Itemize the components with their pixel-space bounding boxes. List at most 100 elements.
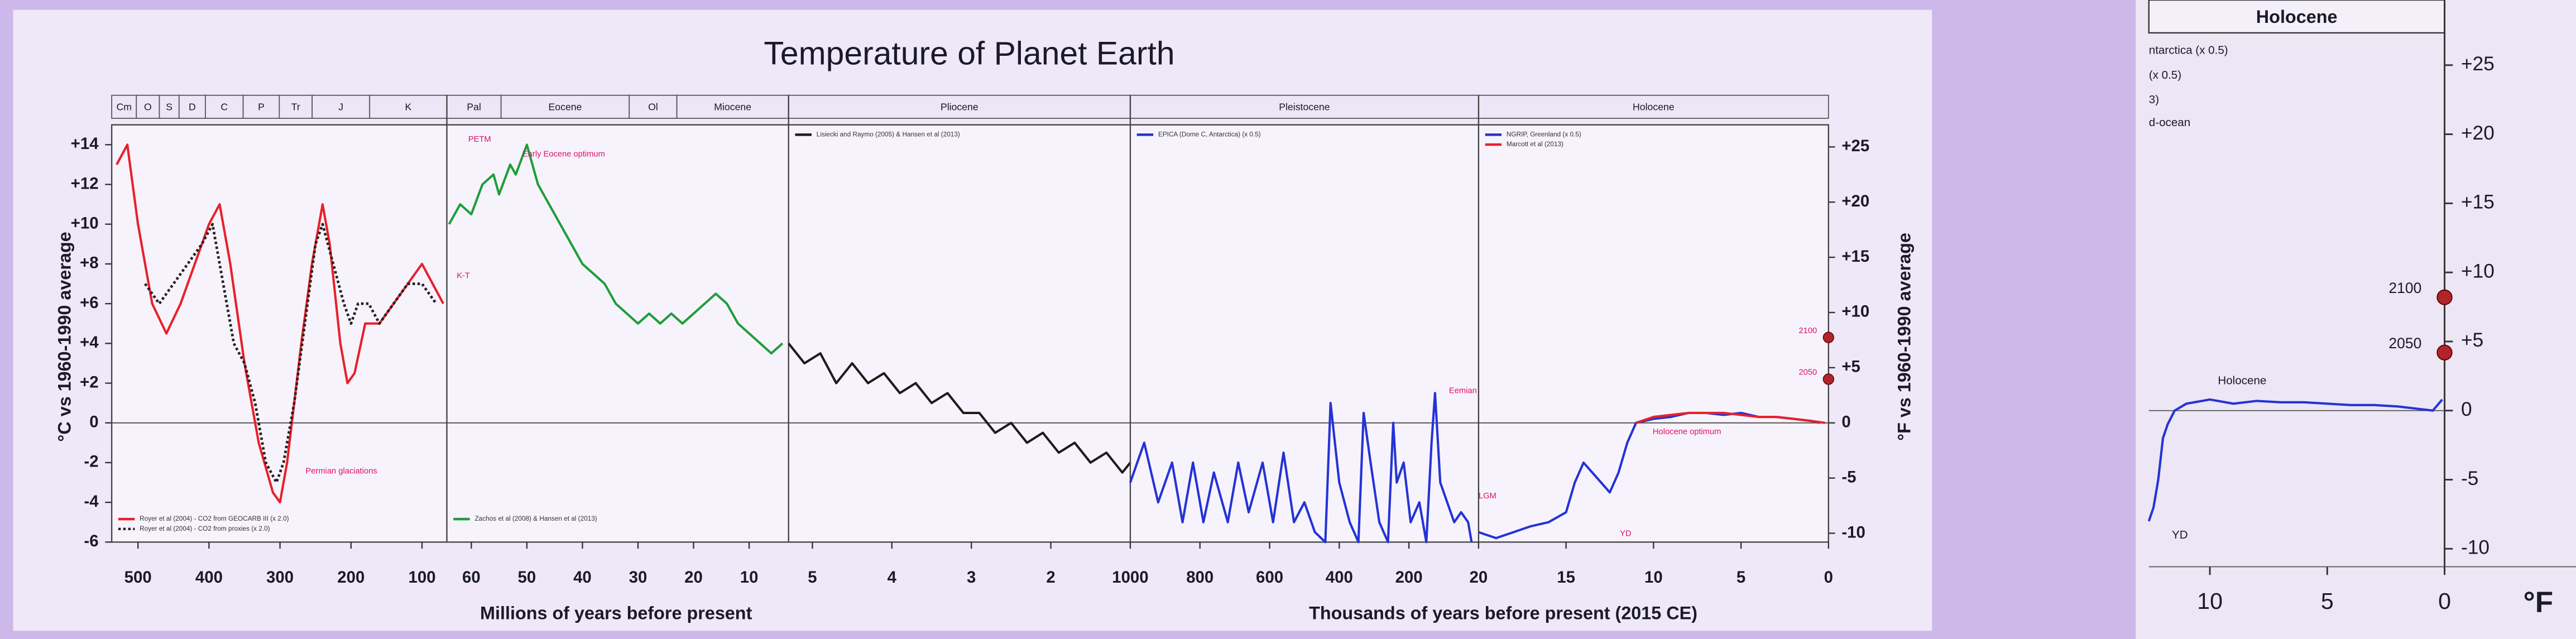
legend-fragment: 3) bbox=[2149, 93, 2159, 106]
projection-point bbox=[1822, 373, 1834, 385]
plot-area bbox=[111, 124, 1830, 543]
y-tick-label: +8 bbox=[80, 254, 99, 272]
y-axis-label: °C vs 1960-1990 average bbox=[54, 232, 74, 441]
x-tick-label: 600 bbox=[1256, 568, 1283, 587]
period-label: Holocene bbox=[1633, 101, 1675, 112]
projection-point bbox=[1822, 331, 1834, 343]
legend-label: Lisiecki and Raymo (2005) & Hansen et al… bbox=[817, 131, 960, 138]
x-tick-label: 5 bbox=[1736, 568, 1745, 587]
period-box bbox=[311, 94, 371, 119]
annotation: Eemian bbox=[1449, 386, 1477, 395]
period-box bbox=[1478, 94, 1829, 119]
x-tick-label: 5 bbox=[2321, 588, 2334, 614]
annotation: K-T bbox=[457, 271, 470, 280]
x-tick-label: 10 bbox=[740, 568, 759, 587]
period-label: S bbox=[166, 101, 172, 112]
x-tick-label: 500 bbox=[124, 568, 152, 587]
legend-fragment: (x 0.5) bbox=[2149, 69, 2181, 81]
period-label: Miocene bbox=[714, 101, 751, 112]
y2-tick-label: -5 bbox=[2461, 468, 2478, 489]
x-tick-label: 20 bbox=[1470, 568, 1488, 587]
x-tick-label: 800 bbox=[1186, 568, 1213, 587]
period-label: Ol bbox=[648, 101, 658, 112]
period-box bbox=[1130, 94, 1479, 119]
x-tick-label: 2 bbox=[1046, 568, 1055, 587]
period-label: D bbox=[189, 101, 196, 112]
annotation: YD bbox=[1620, 530, 1631, 539]
projection-label: 2050 bbox=[2388, 335, 2421, 352]
projection-label: 2050 bbox=[1799, 368, 1817, 377]
x-axis-label: Millions of years before present bbox=[480, 603, 752, 623]
legend-label: Royer et al (2004) - CO2 from proxies (x… bbox=[140, 525, 270, 532]
y-tick-label: +14 bbox=[71, 134, 99, 153]
y2-tick-label: +15 bbox=[2461, 191, 2495, 213]
x-tick-label: 100 bbox=[408, 568, 435, 587]
inset-frame bbox=[2136, 0, 2576, 639]
annotation: Holocene bbox=[2218, 374, 2266, 387]
y2-tick-label: +5 bbox=[2461, 329, 2483, 351]
x-axis-label: Thousands of years before present (2015 … bbox=[1309, 603, 1697, 623]
x-tick-label: 0 bbox=[1824, 568, 1833, 587]
annotation: LGM bbox=[1479, 492, 1496, 501]
data-line bbox=[144, 223, 438, 484]
y2-tick-label: +25 bbox=[1841, 137, 1869, 155]
y2-tick-label: -5 bbox=[1841, 468, 1856, 486]
data-line bbox=[1635, 411, 1825, 424]
x-tick-label: 10 bbox=[1644, 568, 1663, 587]
period-box bbox=[205, 94, 244, 119]
period-label: J bbox=[338, 101, 343, 112]
annotation: Early Eocene optimum bbox=[522, 150, 605, 159]
y-tick-label: +2 bbox=[80, 373, 99, 391]
period-label: Cm bbox=[116, 101, 131, 112]
legend-label: EPICA (Dome C, Antarctica) (x 0.5) bbox=[1158, 131, 1261, 138]
y2-tick-label: 0 bbox=[1841, 413, 1850, 431]
period-box bbox=[279, 94, 313, 119]
data-line bbox=[116, 143, 445, 504]
y2-tick-label: +25 bbox=[2461, 53, 2495, 75]
x-tick-label: 30 bbox=[629, 568, 647, 587]
x-tick-label: 15 bbox=[1557, 568, 1575, 587]
y2-tick-label: +20 bbox=[1841, 192, 1869, 210]
period-box bbox=[788, 94, 1131, 119]
annotation: Holocene optimum bbox=[1653, 427, 1721, 436]
x-tick-label: 400 bbox=[195, 568, 223, 587]
period-box bbox=[242, 94, 280, 119]
period-label: Pliocene bbox=[941, 101, 978, 112]
legend-label: NGRIP, Greenland (x 0.5) bbox=[1507, 131, 1581, 138]
data-line bbox=[2147, 398, 2443, 522]
y-tick-label: +12 bbox=[71, 174, 99, 193]
inset-header bbox=[2148, 0, 2445, 34]
x-tick-label: 200 bbox=[1395, 568, 1423, 587]
y-tick-label: -6 bbox=[84, 532, 98, 550]
y-tick-label: -2 bbox=[84, 453, 98, 471]
x-tick-label: 40 bbox=[573, 568, 592, 587]
data-line bbox=[448, 143, 784, 355]
period-label: Tr bbox=[291, 101, 300, 112]
y2-tick-label: +15 bbox=[1841, 247, 1869, 266]
y2-tick-label: 0 bbox=[2461, 398, 2472, 420]
y2-axis-label: °F vs 1960-1990 average bbox=[1894, 233, 1915, 441]
x-tick-label: 10 bbox=[2197, 588, 2223, 614]
x-tick-label: 0 bbox=[2438, 588, 2451, 614]
period-box bbox=[369, 94, 448, 119]
x-tick-label: 20 bbox=[684, 568, 703, 587]
period-box bbox=[500, 94, 630, 119]
legend-fragment: ntarctica (x 0.5) bbox=[2149, 44, 2228, 57]
y-tick-label: +6 bbox=[80, 294, 99, 312]
projection-point bbox=[2436, 289, 2453, 305]
x-tick-label: 200 bbox=[337, 568, 364, 587]
legend-label: Royer et al (2004) - CO2 from GEOCARB II… bbox=[140, 515, 289, 522]
legend-fragment: d-ocean bbox=[2149, 116, 2190, 129]
period-label: O bbox=[144, 101, 152, 112]
inset-unit: °F bbox=[2524, 586, 2554, 619]
x-tick-label: 50 bbox=[518, 568, 536, 587]
y2-tick-label: +10 bbox=[1841, 302, 1869, 321]
y2-tick-label: -10 bbox=[2461, 537, 2489, 559]
annotation: YD bbox=[2172, 529, 2188, 541]
period-label: Eocene bbox=[549, 101, 582, 112]
period-label: C bbox=[220, 101, 228, 112]
period-box bbox=[676, 94, 789, 119]
y-tick-label: 0 bbox=[89, 413, 98, 431]
period-box bbox=[136, 94, 160, 119]
inset-title: Holocene bbox=[2256, 7, 2338, 27]
